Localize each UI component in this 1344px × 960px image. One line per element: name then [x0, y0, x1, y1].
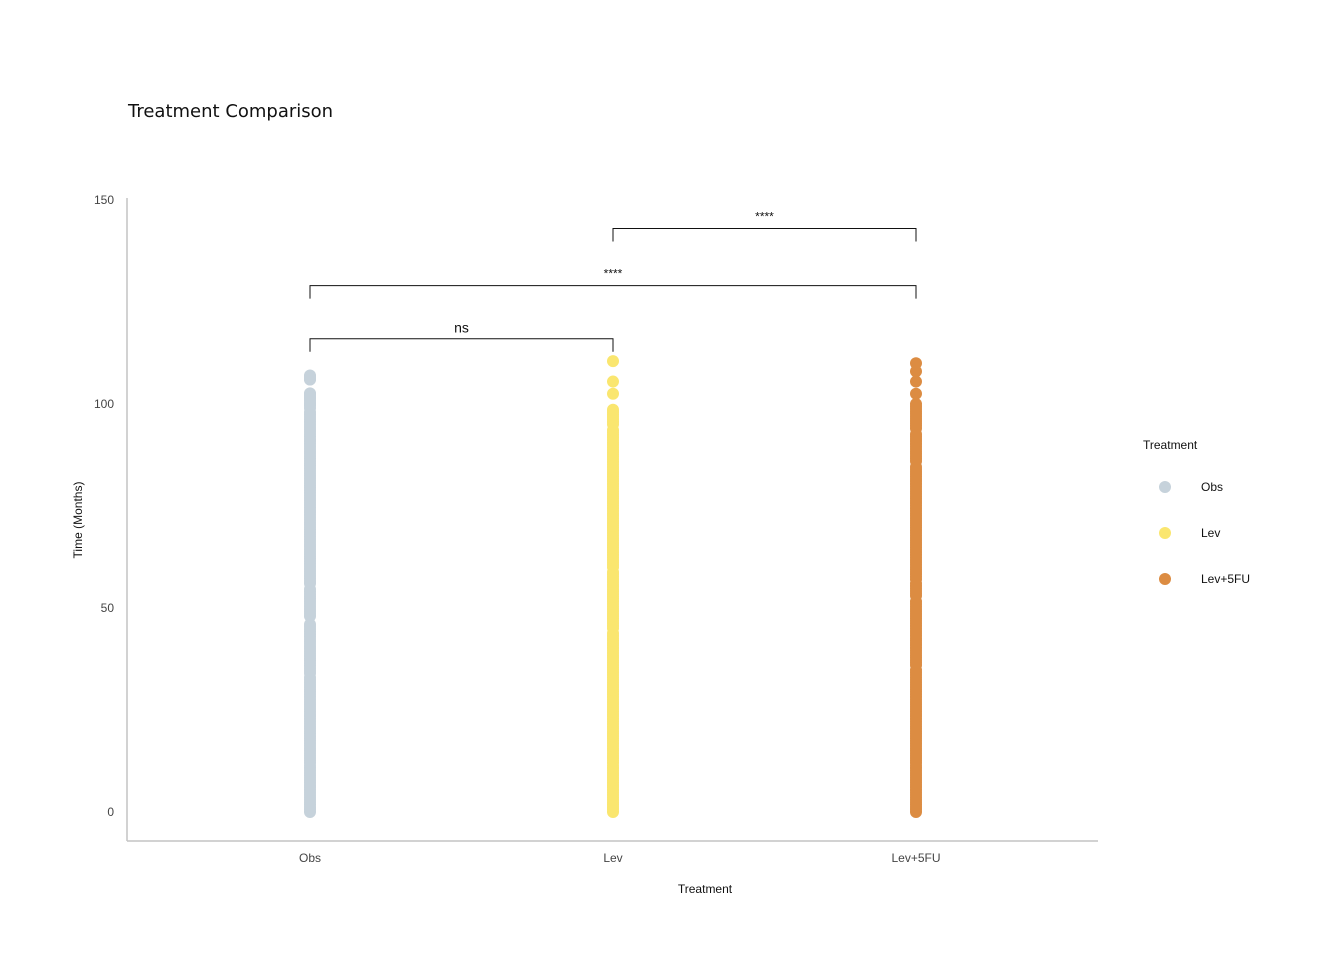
x-tick-label-lev-5fu: Lev+5FU [891, 851, 940, 865]
bracket-line [309, 338, 614, 352]
series-lev [607, 355, 619, 818]
data-point [607, 375, 619, 388]
x-tick-label-obs: Obs [299, 851, 321, 865]
comparison-bracket: **** [309, 267, 917, 299]
significance-label: **** [604, 267, 623, 281]
chart-title: Treatment Comparison [127, 101, 333, 122]
x-tick-label-lev: Lev [603, 851, 622, 865]
series-obs [304, 369, 316, 818]
comparison-bracket: ns [309, 320, 614, 352]
legend-item-obs: Obs [1159, 480, 1223, 494]
comparison-bracket: **** [612, 210, 917, 242]
significance-label: **** [755, 210, 774, 224]
legend-item-lev: Lev [1159, 526, 1220, 540]
legend-label: Lev+5FU [1201, 572, 1250, 586]
legend-marker [1159, 481, 1171, 493]
data-points [304, 355, 922, 818]
series-lev-5fu [910, 357, 922, 818]
y-tick-label: 100 [94, 397, 114, 411]
y-tick-label: 0 [107, 805, 114, 819]
legend-label: Lev [1201, 526, 1220, 540]
legend-title: Treatment [1143, 438, 1198, 452]
legend-marker [1159, 573, 1171, 585]
y-tick-label: 150 [94, 193, 114, 207]
data-point [304, 369, 316, 382]
data-point [910, 357, 922, 370]
x-ticks: Obs Lev Lev+5FU [299, 851, 941, 865]
legend-label: Obs [1201, 480, 1223, 494]
significance-label: ns [454, 320, 469, 336]
data-point [910, 375, 922, 388]
y-axis-title: Time (Months) [71, 482, 85, 559]
data-point [910, 398, 922, 410]
y-ticks: 0 50 100 150 [94, 193, 114, 819]
data-point [304, 387, 316, 400]
plot-area: 0 50 100 150 Obs Lev Lev+5FU ns **** **** [94, 193, 1098, 865]
data-point [607, 387, 619, 400]
legend: Treatment Obs Lev Lev+5FU [1143, 438, 1250, 586]
bracket-line [309, 285, 917, 299]
data-point [607, 355, 619, 368]
legend-entries: Obs Lev Lev+5FU [1159, 480, 1250, 586]
x-axis-title: Treatment [678, 882, 733, 896]
legend-item-lev-5fu: Lev+5FU [1159, 572, 1250, 586]
y-tick-label: 50 [101, 601, 115, 615]
data-point [910, 387, 922, 400]
bracket-line [612, 228, 917, 242]
legend-marker [1159, 527, 1171, 539]
data-point [607, 403, 619, 416]
significance-brackets: ns **** **** [309, 210, 917, 352]
